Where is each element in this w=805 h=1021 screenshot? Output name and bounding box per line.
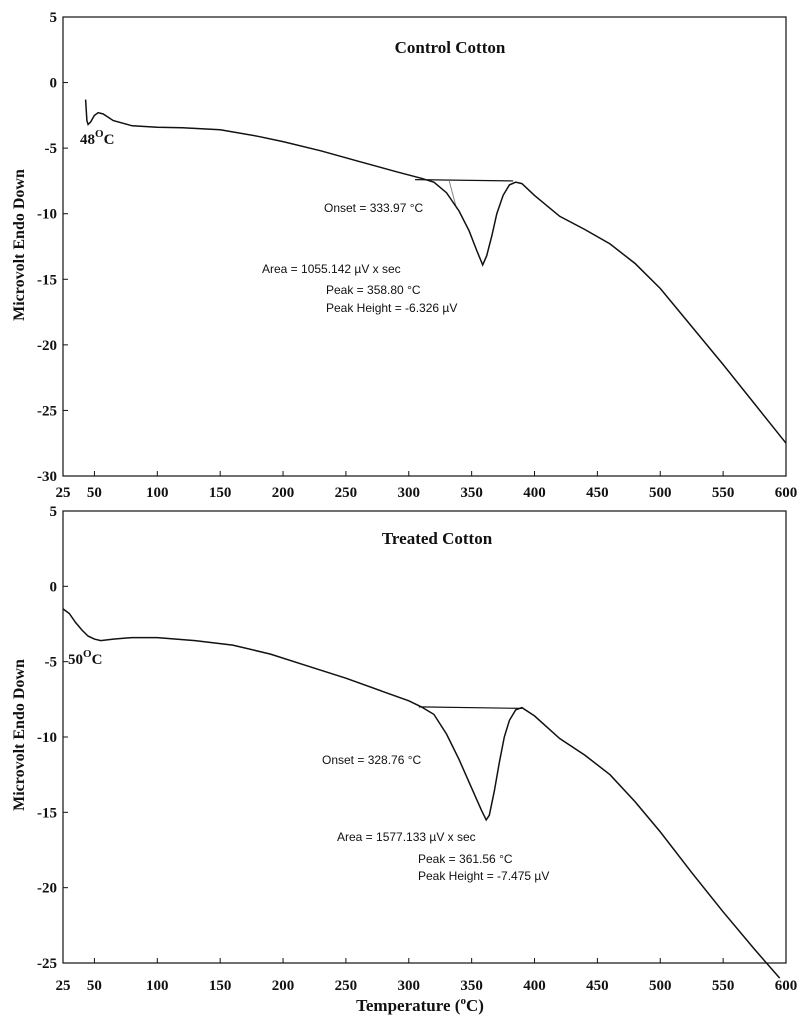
onset-annotation: Onset = 333.97 °C xyxy=(324,201,424,215)
transition-unit: C xyxy=(104,132,115,148)
y-tick-label: -10 xyxy=(37,207,57,223)
plot-frame xyxy=(62,16,787,477)
x-tick-label: 400 xyxy=(523,485,546,501)
x-tick-label: 100 xyxy=(146,485,169,501)
x-tick-label: 150 xyxy=(209,978,232,994)
x-axis-ticks: 25 50 100 150 200 250 300 350 400 450 500 550 600 xyxy=(56,471,798,501)
onset-tangent-line xyxy=(448,180,458,209)
x-tick-label: 50 xyxy=(87,485,102,501)
y-tick-label: 5 xyxy=(50,504,58,520)
y-tick-label: -25 xyxy=(37,956,57,972)
y-tick-label: -10 xyxy=(37,730,57,746)
x-tick-label: 200 xyxy=(272,485,295,501)
x-tick-label: 450 xyxy=(586,485,609,501)
transition-value: 48 xyxy=(80,132,95,148)
transition-annotation: 48OC xyxy=(80,128,114,148)
transition-degree: O xyxy=(95,128,104,140)
x-axis-label-degree: o xyxy=(460,995,466,1007)
peak-baseline xyxy=(418,706,522,709)
y-tick-label: 5 xyxy=(50,10,58,26)
x-tick-label: 350 xyxy=(460,485,483,501)
x-tick-label: 500 xyxy=(649,978,672,994)
x-tick-label: 150 xyxy=(209,485,232,501)
chart-title: Treated Cotton xyxy=(382,529,493,548)
x-tick-label: 550 xyxy=(712,485,735,501)
x-axis-label: Temperature (oC) xyxy=(356,995,484,1015)
peak-annotation: Peak = 358.80 °C xyxy=(326,283,421,297)
x-axis-ticks: 25 50 100 150 200 250 300 350 400 450 500 550 600 xyxy=(56,958,798,994)
y-tick-label: -15 xyxy=(37,272,57,288)
control-cotton-panel: Control Cotton Microvolt Endo Down 50-5-… xyxy=(11,10,797,501)
x-tick-label: 600 xyxy=(775,978,798,994)
y-tick-label: -5 xyxy=(45,141,58,157)
x-tick-label: 200 xyxy=(272,978,295,994)
peak-baseline xyxy=(415,179,514,182)
x-axis-label-unit: C) xyxy=(466,996,484,1015)
x-tick-label: 100 xyxy=(146,978,169,994)
x-tick-label: 25 xyxy=(56,485,71,501)
x-tick-label: 250 xyxy=(335,978,358,994)
x-tick-label: 50 xyxy=(87,978,102,994)
x-tick-label: 400 xyxy=(523,978,546,994)
transition-unit: C xyxy=(92,652,103,668)
x-tick-label: 300 xyxy=(398,485,421,501)
x-tick-label: 300 xyxy=(398,978,421,994)
y-axis-label: Microvolt Endo Down xyxy=(11,659,28,811)
peak-height-annotation: Peak Height = -7.475 µV xyxy=(418,869,549,883)
y-tick-label: -30 xyxy=(37,469,57,485)
plot-frame xyxy=(62,510,787,964)
transition-degree: O xyxy=(83,648,92,660)
x-tick-label: 550 xyxy=(712,978,735,994)
y-tick-label: -5 xyxy=(45,655,58,671)
y-tick-label: -20 xyxy=(37,881,57,897)
y-axis-label: Microvolt Endo Down xyxy=(11,169,28,321)
x-tick-label: 25 xyxy=(56,978,71,994)
y-tick-label: 0 xyxy=(50,76,58,92)
peak-height-annotation: Peak Height = -6.326 µV xyxy=(326,301,457,315)
dsc-curve xyxy=(84,99,787,444)
transition-annotation: 50OC xyxy=(68,648,102,668)
x-axis-label-main: Temperature ( xyxy=(356,996,461,1015)
area-annotation: Area = 1577.133 µV x sec xyxy=(337,830,476,844)
y-tick-label: -15 xyxy=(37,805,57,821)
dsc-curve xyxy=(62,608,781,979)
y-tick-label: 0 xyxy=(50,579,58,595)
chart-title: Control Cotton xyxy=(395,38,506,57)
area-annotation: Area = 1055.142 µV x sec xyxy=(262,262,401,276)
transition-value: 50 xyxy=(68,652,83,668)
x-tick-label: 250 xyxy=(335,485,358,501)
treated-cotton-panel: Treated Cotton Microvolt Endo Down 50-5-… xyxy=(11,504,797,1015)
x-tick-label: 500 xyxy=(649,485,672,501)
x-tick-label: 450 xyxy=(586,978,609,994)
peak-annotation: Peak = 361.56 °C xyxy=(418,852,513,866)
x-tick-label: 600 xyxy=(775,485,798,501)
onset-annotation: Onset = 328.76 °C xyxy=(322,753,422,767)
x-tick-label: 350 xyxy=(460,978,483,994)
y-axis-ticks: 5 0 -5 -10 -15 -20 -25 xyxy=(37,504,68,972)
y-axis-ticks: 5 0 -5 -10 -15 -20 -25 -30 xyxy=(37,10,68,485)
y-tick-label: -20 xyxy=(37,338,57,354)
y-tick-label: -25 xyxy=(37,403,57,419)
